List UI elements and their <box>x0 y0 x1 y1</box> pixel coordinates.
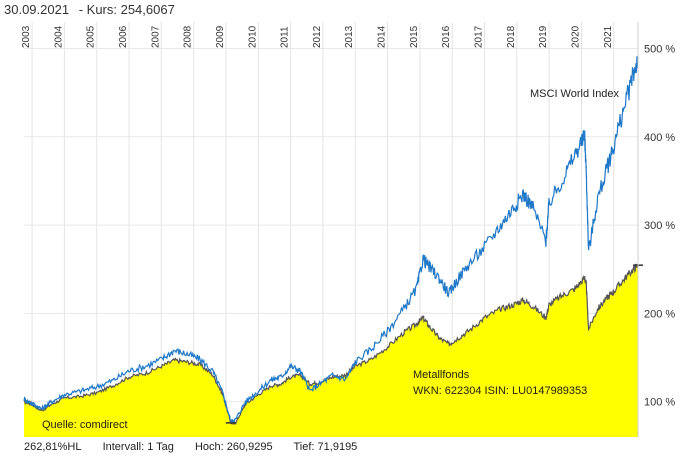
x-tick-label: 2014 <box>377 25 388 48</box>
x-tick-labels: 2003 2004 2005 2006 2007 2008 2009 2010 2011 2012… <box>21 25 614 48</box>
x-tick-label: 2005 <box>86 25 97 48</box>
x-tick-label: 2021 <box>603 25 614 48</box>
y-tick-label: 100 % <box>644 397 675 409</box>
y-tick-label: 400 % <box>644 132 675 144</box>
x-tick-label: 2009 <box>215 25 226 48</box>
footer-interval: Intervall: 1 Tag <box>102 441 174 453</box>
footer-performance: 262,81%HL <box>24 441 82 453</box>
x-tick-label: 2019 <box>538 25 549 48</box>
series-layer <box>23 56 643 437</box>
x-tick-label: 2004 <box>53 25 64 48</box>
x-tick-label: 2016 <box>441 25 452 48</box>
fund-ids: WKN: 622304 ISIN: LU0147989353 <box>413 385 587 397</box>
x-tick-label: 2003 <box>21 25 32 48</box>
x-tick-label: 2013 <box>344 25 355 48</box>
y-tick-label: 200 % <box>644 308 675 320</box>
x-tick-label: 2015 <box>409 25 420 48</box>
chart-header: 30.09.2021 - Kurs: 254,6067 <box>4 2 181 17</box>
series-line-1 <box>23 56 639 423</box>
footer-low: Tief: 71,9195 <box>293 441 358 453</box>
x-tick-label: 2007 <box>150 25 161 48</box>
y-tick-label: 500 % <box>644 43 675 55</box>
chart-footer: 262,81%HL Intervall: 1 Tag Hoch: 260,929… <box>24 441 375 453</box>
series-area-0 <box>24 264 638 437</box>
x-tick-label: 2018 <box>506 25 517 48</box>
x-tick-label: 2017 <box>474 25 485 48</box>
x-tick-label: 2006 <box>118 25 129 48</box>
x-tick-label: 2008 <box>183 25 194 48</box>
y-tick-labels: 100 % 200 % 300 % 400 % 500 % <box>644 43 675 408</box>
fund-name: Metallfonds <box>413 369 470 381</box>
source-label: Quelle: comdirect <box>42 419 128 431</box>
y-tick-label: 300 % <box>644 220 675 232</box>
x-tick-label: 2010 <box>247 25 258 48</box>
msci-label: MSCI World Index <box>530 88 620 100</box>
header-date: 30.09.2021 <box>4 2 70 17</box>
x-tick-label: 2012 <box>312 25 323 48</box>
header-price: - Kurs: 254,6067 <box>78 2 175 17</box>
x-tick-label: 2011 <box>280 26 291 48</box>
x-tick-label: 2020 <box>570 25 581 48</box>
footer-high: Hoch: 260,9295 <box>194 441 273 453</box>
